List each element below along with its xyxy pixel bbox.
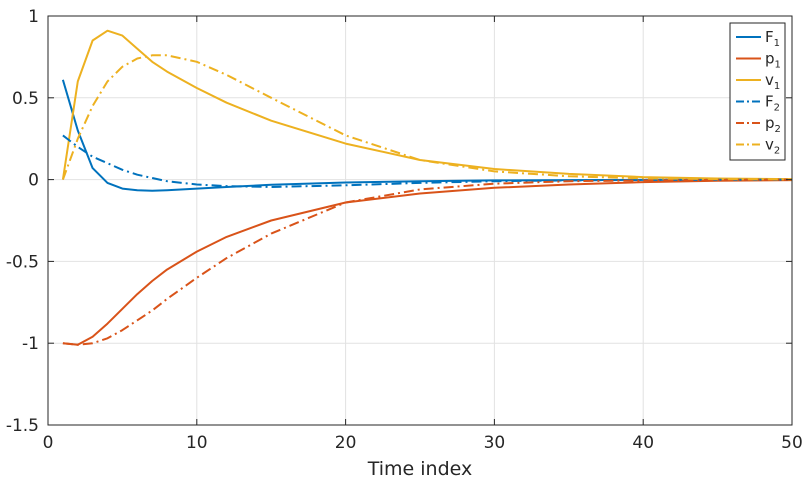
legend-entry-p2: p2 [765, 114, 781, 135]
y-tick-label: 0.5 [12, 89, 39, 109]
series-p2-line [62, 178, 793, 346]
series-v1-line [61, 29, 793, 181]
legend-label: v [765, 136, 774, 154]
tick-marks [47, 15, 793, 426]
tick-labels: 0 10 20 30 40 50 -1.5 -1 -0.5 0 0.5 1 [6, 7, 803, 453]
series-layer [61, 29, 793, 346]
x-tick-label: 40 [632, 433, 654, 453]
legend-label: p [765, 50, 775, 68]
legend-box [729, 22, 786, 161]
y-tick-label: -0.5 [6, 252, 39, 272]
legend-entry-v2: v2 [765, 136, 780, 157]
legend-subscript: 2 [774, 146, 780, 157]
legend-entry-f2: F2 [765, 93, 780, 114]
y-tick-label: -1 [22, 334, 39, 354]
legend-entry-f1: F1 [765, 28, 780, 49]
legend-subscript: 1 [774, 81, 780, 92]
plot-area [48, 16, 792, 425]
legend-label: F [765, 93, 774, 111]
series-f2-line [62, 134, 793, 188]
y-tick-label: -1.5 [6, 416, 39, 436]
series-v2-line [61, 54, 793, 181]
y-tick-label: 1 [28, 7, 39, 27]
axes-box [47, 15, 793, 426]
legend-subscript: 2 [774, 103, 780, 114]
x-tick-label: 0 [43, 433, 54, 453]
legend-label: F [765, 28, 774, 46]
legend-label: v [765, 71, 774, 89]
x-tick-label: 30 [484, 433, 506, 453]
legend-label: p [765, 114, 775, 132]
y-tick-label: 0 [28, 171, 39, 191]
x-tick-label: 20 [335, 433, 357, 453]
legend-entry-v1: v1 [765, 71, 780, 92]
x-tick-label: 10 [186, 433, 208, 453]
legend-subscript: 1 [774, 38, 780, 49]
x-tick-label: 50 [781, 433, 803, 453]
legend-subscript: 2 [775, 124, 781, 135]
legend-subscript: 1 [775, 60, 781, 71]
series-p1-line [62, 179, 793, 346]
x-axis-label: Time index [367, 458, 473, 480]
legend-entry-p1: p1 [765, 50, 781, 71]
